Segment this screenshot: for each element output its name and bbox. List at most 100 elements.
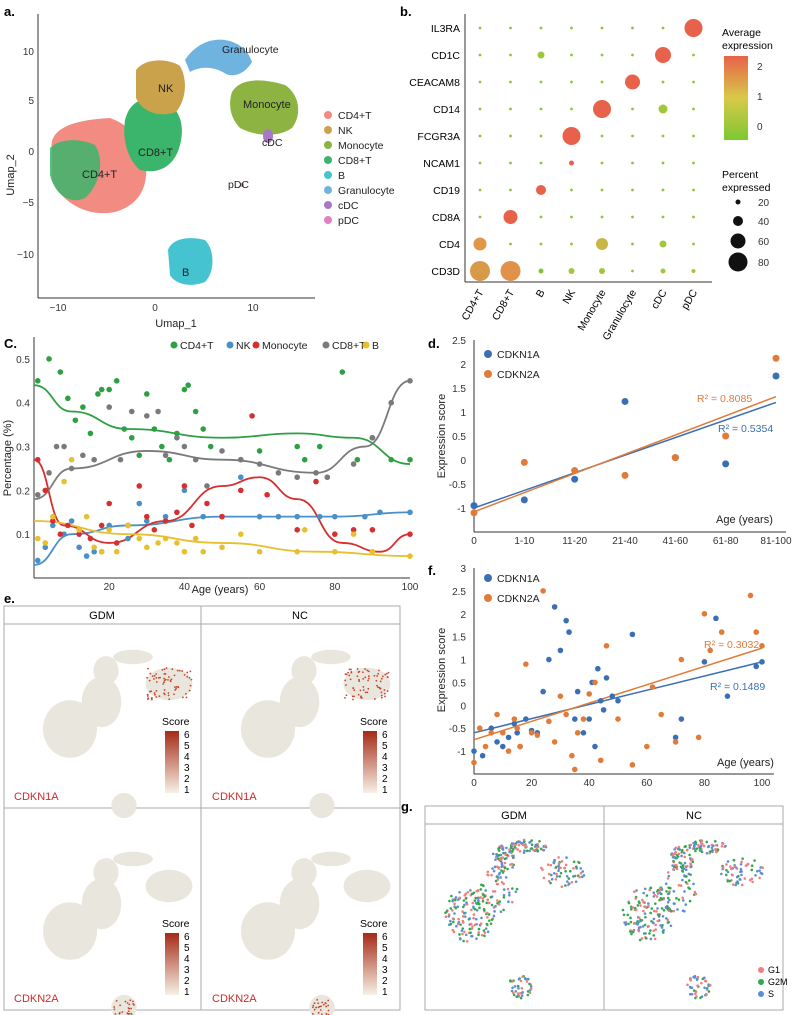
c-curve-2 xyxy=(33,458,411,553)
g-cell-1-0-111 xyxy=(666,896,670,900)
c-point-0-2 xyxy=(57,369,64,375)
panel-b-label: b. xyxy=(400,4,412,19)
g-cell-0-0-112 xyxy=(464,933,468,937)
g-cell-1-0-126 xyxy=(665,916,668,920)
g-cell-0-3-10 xyxy=(564,863,568,867)
g-cell-1-5-31 xyxy=(705,993,708,996)
g-cell-0-3-39 xyxy=(559,866,562,870)
g-cell-1-0-40 xyxy=(652,929,656,932)
g-cell-1-3-59 xyxy=(734,883,738,887)
g-cell-0-1-28 xyxy=(508,893,511,897)
g-cell-1-4-24 xyxy=(700,850,704,854)
f-fit-lines xyxy=(473,647,763,741)
g-cell-1-0-124 xyxy=(644,915,647,919)
e-expr-cell-0-37 xyxy=(163,693,166,696)
dot-CD19-5 xyxy=(631,188,634,192)
g-cell-1-2-54 xyxy=(689,865,692,869)
d-fit-0 xyxy=(473,401,777,509)
e-expr-cell-1-2 xyxy=(357,693,360,696)
umap-ytick-3: −5 xyxy=(23,198,35,209)
f-point-1-23 xyxy=(592,679,598,686)
e-expr-cell-2-3 xyxy=(113,1006,116,1008)
c-ytick-0: 0.1 xyxy=(16,530,30,541)
e-cluster-nc-cdkn1a-1 xyxy=(279,676,320,728)
dot-CD1C-0 xyxy=(478,53,482,57)
c-ytick-1: 0.2 xyxy=(16,486,30,497)
cluster-cd4t-overlap xyxy=(50,140,101,201)
c-point-2-6 xyxy=(87,535,94,542)
dot-CD1C-2 xyxy=(537,51,545,59)
panel-a-label: a. xyxy=(4,4,15,19)
f-point-1-28 xyxy=(644,743,650,750)
e-expr-cell-0-12 xyxy=(164,673,167,675)
c-point-4-13 xyxy=(144,544,150,551)
cluster-label-pdc: pDC xyxy=(228,179,249,191)
f-point-0-25 xyxy=(597,697,604,704)
e-score-bar-1 xyxy=(363,731,377,793)
e-expr-cell-1-49 xyxy=(383,689,386,691)
e-cluster-nc-cdkn1a-0 xyxy=(241,700,295,758)
g-cell-0-0-58 xyxy=(458,937,462,940)
e-expr-cell-0-64 xyxy=(147,667,149,670)
g-cell-0-2-19 xyxy=(491,852,495,856)
f-point-1-24 xyxy=(597,757,604,764)
g-cell-1-1-31 xyxy=(677,883,681,887)
c-point-0-26 xyxy=(294,443,301,450)
g-cell-1-2-27 xyxy=(689,857,692,860)
c-point-2-7 xyxy=(98,522,105,529)
g-cell-1-3-48 xyxy=(738,877,742,881)
e-expr-cell-3-6 xyxy=(317,1011,320,1014)
g-cell-0-1-43 xyxy=(481,897,485,900)
g-cell-0-0-118 xyxy=(466,890,470,894)
g-cell-0-0-15 xyxy=(451,920,455,924)
e-score-tick-3-3: 3 xyxy=(382,965,388,976)
f-point-1-34 xyxy=(701,610,708,617)
e-expr-cell-1-23 xyxy=(345,684,347,686)
c-ytick-3: 0.4 xyxy=(16,399,30,410)
umap-ytick-2: 0 xyxy=(28,147,34,158)
e-expr-cell-0-60 xyxy=(158,695,161,698)
g-cell-1-3-17 xyxy=(750,868,754,872)
e-expr-cell-0-33 xyxy=(155,696,158,698)
g-cell-1-0-60 xyxy=(643,912,647,915)
e-score-tick-1-3: 3 xyxy=(382,763,388,774)
g-cell-1-0-102 xyxy=(631,906,635,909)
f-point-1-12 xyxy=(534,732,541,738)
f-point-0-4 xyxy=(500,743,506,750)
c-point-0-12 xyxy=(128,434,135,441)
g-cell-1-2-31 xyxy=(672,865,676,869)
e-expr-cell-2-9 xyxy=(115,1000,118,1002)
g-cell-1-1-54 xyxy=(689,873,692,876)
g-cell-1-3-54 xyxy=(756,869,759,873)
g-legend-dot-s xyxy=(758,991,764,997)
c-xtick-2: 60 xyxy=(254,582,266,593)
e-expr-cell-2-6 xyxy=(113,1008,116,1011)
dot-NCAM1-3 xyxy=(569,160,574,166)
e-expr-cell-0-48 xyxy=(181,670,184,672)
g-cell-0-3-58 xyxy=(581,870,585,873)
g-cell-0-3-34 xyxy=(578,875,581,879)
g-cell-0-1-29 xyxy=(499,910,503,914)
dot-NCAM1-0 xyxy=(478,161,482,165)
g-cell-0-1-12 xyxy=(507,891,511,894)
g-cell-1-0-12 xyxy=(655,910,658,913)
d-point-1-0 xyxy=(470,509,478,517)
dot-CD4-6 xyxy=(659,240,667,248)
d-point-1-5 xyxy=(722,432,730,440)
g-cell-0-5-22 xyxy=(519,991,522,995)
g-cell-0-0-114 xyxy=(484,927,488,930)
g-cell-0-4-59 xyxy=(510,842,514,845)
g-cell-1-4-56 xyxy=(721,842,725,845)
g-cell-1-1-24 xyxy=(681,896,685,900)
g-cell-0-3-42 xyxy=(567,882,571,886)
c-point-4-4 xyxy=(68,456,75,463)
g-cell-1-1-47 xyxy=(683,890,686,893)
c-point-0-19 xyxy=(181,386,188,393)
c-point-1-5 xyxy=(76,544,82,551)
panel-c: C. Age (years) Percentage (%) 20 40 60 80 10… xyxy=(2,336,419,596)
dot-FCGR3A-0 xyxy=(478,134,482,138)
e-score-tick-2-2: 4 xyxy=(184,954,190,965)
g-cell-0-4-0 xyxy=(511,847,515,851)
c-point-4-10 xyxy=(113,548,120,555)
c-point-1-2 xyxy=(50,522,56,529)
